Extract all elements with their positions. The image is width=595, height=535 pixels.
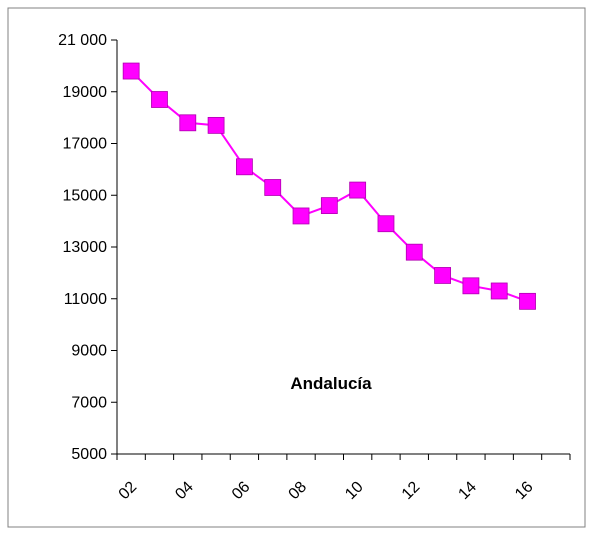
y-tick-label: 13000	[63, 239, 108, 256]
y-tick-label: 9000	[71, 343, 107, 360]
y-tick-label: 17000	[63, 136, 108, 153]
data-point-marker	[405, 243, 423, 261]
data-point-marker	[236, 158, 253, 176]
y-tick-label: 21 000	[58, 32, 107, 49]
data-point-marker	[292, 207, 310, 225]
data-point-marker	[434, 267, 451, 284]
data-point-marker	[207, 116, 225, 134]
data-point-marker	[179, 114, 197, 132]
y-tick-label: 15000	[63, 187, 108, 204]
data-point-marker	[349, 181, 367, 199]
data-point-marker	[377, 215, 395, 233]
y-axis-ticks: 21 000 19000 17000 15000 13000 11000 9000 7000 5…	[58, 32, 117, 463]
chart-title: Andalucía	[290, 374, 372, 393]
data-point-marker	[151, 91, 168, 108]
data-point-marker	[122, 62, 140, 80]
chart-border	[7, 7, 586, 528]
data-point-marker	[490, 282, 508, 300]
data-point-marker	[462, 277, 480, 295]
y-tick-label: 5000	[71, 446, 107, 463]
data-point-marker	[320, 197, 338, 215]
data-point-marker	[264, 179, 282, 196]
y-tick-label: 11000	[64, 291, 107, 308]
y-tick-label: 7000	[71, 394, 107, 411]
series-group	[122, 62, 536, 310]
data-point-marker	[519, 292, 536, 310]
y-tick-label: 19000	[63, 84, 108, 101]
